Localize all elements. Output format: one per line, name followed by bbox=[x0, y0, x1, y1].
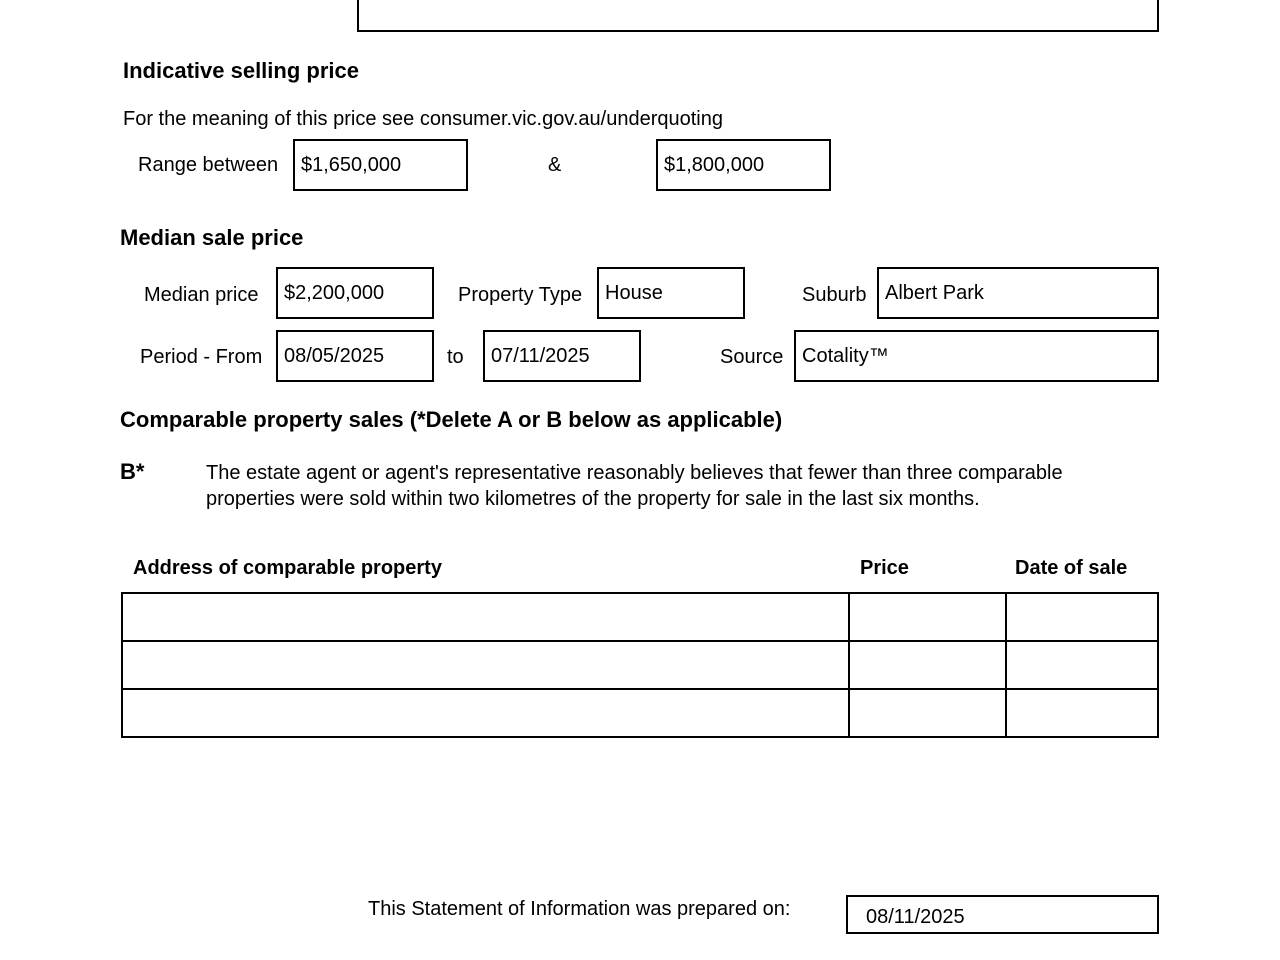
range-low-field[interactable]: $1,650,000 bbox=[293, 139, 468, 191]
option-b-text: The estate agent or agent's representati… bbox=[206, 462, 1063, 510]
period-from-label: Period - From bbox=[140, 346, 263, 368]
price-cell[interactable] bbox=[848, 688, 1007, 738]
table-row bbox=[121, 592, 1159, 642]
period-to-field[interactable]: 07/11/2025 bbox=[483, 330, 641, 382]
address-cell[interactable] bbox=[121, 640, 850, 690]
col-price-header: Price bbox=[860, 557, 909, 579]
table-row bbox=[121, 640, 1159, 690]
source-label: Source bbox=[720, 346, 784, 368]
date-cell[interactable] bbox=[1005, 688, 1159, 738]
median-heading: Median sale price bbox=[120, 225, 304, 250]
option-b-label: B* bbox=[120, 459, 145, 484]
date-cell[interactable] bbox=[1005, 592, 1159, 642]
prepared-date-field[interactable]: 08/11/2025 bbox=[846, 895, 1159, 934]
range-high-field[interactable]: $1,800,000 bbox=[656, 139, 831, 191]
period-from-field[interactable]: 08/05/2025 bbox=[276, 330, 434, 382]
col-date-header: Date of sale bbox=[1015, 557, 1128, 579]
top-field-box[interactable] bbox=[357, 0, 1159, 32]
underquoting-note: For the meaning of this price see consum… bbox=[123, 108, 723, 130]
range-label: Range between bbox=[138, 154, 279, 176]
ampersand: & bbox=[548, 154, 562, 176]
comparable-heading: Comparable property sales (*Delete A or … bbox=[120, 407, 783, 432]
source-field[interactable]: Cotality™ bbox=[794, 330, 1159, 382]
address-cell[interactable] bbox=[121, 688, 850, 738]
price-cell[interactable] bbox=[848, 640, 1007, 690]
price-cell[interactable] bbox=[848, 592, 1007, 642]
property-type-field[interactable]: House bbox=[597, 267, 745, 319]
to-label: to bbox=[447, 346, 464, 368]
suburb-label: Suburb bbox=[802, 284, 867, 306]
property-type-label: Property Type bbox=[458, 284, 583, 306]
date-cell[interactable] bbox=[1005, 640, 1159, 690]
table-row bbox=[121, 688, 1159, 738]
median-price-label: Median price bbox=[144, 284, 259, 306]
col-address-header: Address of comparable property bbox=[133, 557, 442, 579]
address-cell[interactable] bbox=[121, 592, 850, 642]
suburb-field[interactable]: Albert Park bbox=[877, 267, 1159, 319]
median-price-field[interactable]: $2,200,000 bbox=[276, 267, 434, 319]
indicative-heading: Indicative selling price bbox=[123, 58, 359, 83]
comparable-sales-table bbox=[121, 592, 1159, 738]
prepared-on-label: This Statement of Information was prepar… bbox=[368, 898, 791, 920]
